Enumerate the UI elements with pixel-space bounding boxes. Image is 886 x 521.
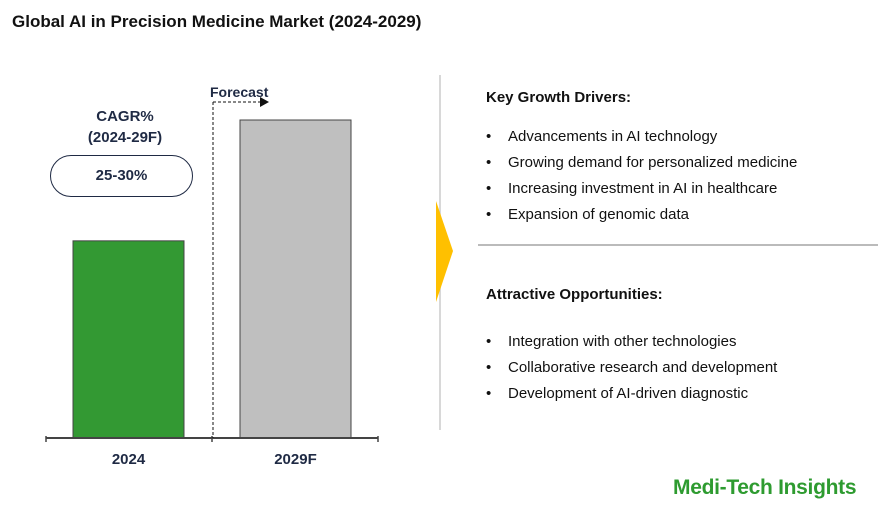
cagr-label-line2: (2024-29F) [87,129,163,146]
bar-2029F [239,119,352,439]
forecast-label: Forecast [210,84,269,100]
list-item: Collaborative research and development [486,359,777,385]
cagr-label-line1: CAGR% [96,108,154,125]
brand-logo: Medi-Tech Insights [673,476,857,499]
growth-drivers-section: Key Growth Drivers: Advancements in AI t… [486,89,797,232]
x-tick-label: 2029F [274,451,317,468]
chevron-right-icon [436,201,453,302]
growth-drivers-heading: Key Growth Drivers: [486,89,632,106]
list-item: Integration with other technologies [486,333,777,359]
opportunities-heading: Attractive Opportunities: [486,286,663,303]
list-item: Expansion of genomic data [486,206,797,232]
forecast-arrow-icon [260,97,269,107]
x-tick-label: 2024 [111,451,146,468]
list-item: Advancements in AI technology [486,128,797,154]
list-item: Increasing investment in AI in healthcar… [486,180,797,206]
list-item: Development of AI-driven diagnostic [486,385,777,411]
list-item: Growing demand for personalized medicine [486,154,797,180]
bar-2024 [72,240,185,439]
page-title: Global AI in Precision Medicine Market (… [12,12,422,31]
cagr-label: CAGR% (2024-29F) [60,106,190,148]
cagr-value-pill: 25-30% [50,155,193,197]
opportunities-section: Attractive Opportunities: Integration wi… [486,286,777,411]
